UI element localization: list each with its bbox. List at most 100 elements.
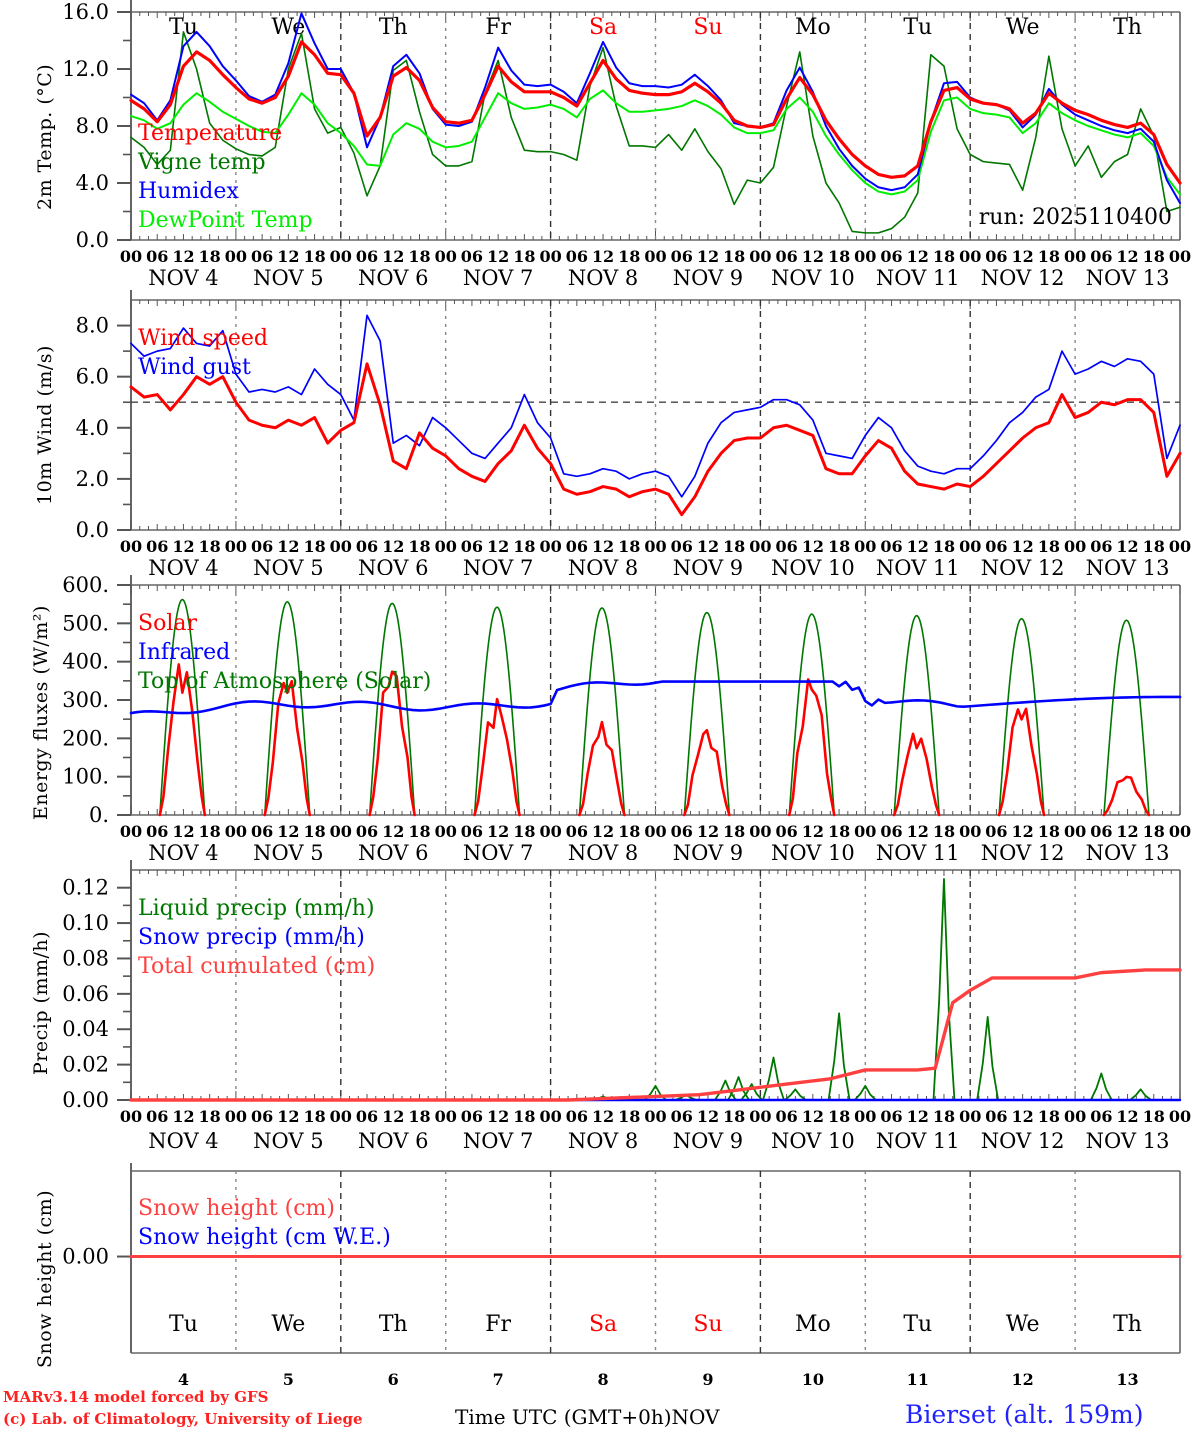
svg-text:18: 18 xyxy=(408,822,430,841)
svg-text:Top of Atmosphere (Solar): Top of Atmosphere (Solar) xyxy=(138,669,431,694)
svg-text:18: 18 xyxy=(199,822,221,841)
svg-text:00: 00 xyxy=(539,247,561,266)
svg-text:Sa: Sa xyxy=(589,1312,617,1337)
svg-text:00: 00 xyxy=(959,822,981,841)
svg-text:00: 00 xyxy=(120,537,142,556)
svg-text:06: 06 xyxy=(671,1107,693,1126)
svg-text:18: 18 xyxy=(828,822,850,841)
svg-text:Snow height (cm): Snow height (cm) xyxy=(138,1196,335,1221)
svg-text:18: 18 xyxy=(513,1107,535,1126)
svg-text:00: 00 xyxy=(1169,537,1191,556)
svg-text:06: 06 xyxy=(461,1107,483,1126)
svg-text:NOV 10: NOV 10 xyxy=(771,266,855,290)
svg-text:12: 12 xyxy=(277,822,299,841)
svg-text:12: 12 xyxy=(907,1107,929,1126)
svg-text:00: 00 xyxy=(330,822,352,841)
svg-text:12: 12 xyxy=(172,537,194,556)
svg-text:18: 18 xyxy=(828,1107,850,1126)
svg-text:NOV 8: NOV 8 xyxy=(568,1129,638,1153)
precip-plot: 0.00 0.02 0.04 0.06 0.08 0.10 0.12 Liquid preci… xyxy=(62,860,1191,1153)
svg-text:10: 10 xyxy=(802,1370,824,1389)
svg-text:00: 00 xyxy=(1169,247,1191,266)
svg-text:06: 06 xyxy=(146,537,168,556)
svg-text:06: 06 xyxy=(775,537,797,556)
svg-text:06: 06 xyxy=(251,1107,273,1126)
svg-text:18: 18 xyxy=(199,1107,221,1126)
svg-text:06: 06 xyxy=(356,247,378,266)
svg-text:0.0: 0.0 xyxy=(76,518,109,542)
precip-ylabel: Precip (mm/h) xyxy=(30,930,52,1075)
svg-text:0.10: 0.10 xyxy=(62,911,109,935)
svg-text:00: 00 xyxy=(1169,822,1191,841)
svg-text:00: 00 xyxy=(435,247,457,266)
svg-text:18: 18 xyxy=(1038,247,1060,266)
svg-text:00: 00 xyxy=(854,537,876,556)
svg-text:18: 18 xyxy=(933,537,955,556)
svg-text:9: 9 xyxy=(702,1370,713,1389)
svg-text:18: 18 xyxy=(1143,822,1165,841)
svg-text:18: 18 xyxy=(828,537,850,556)
svg-text:12: 12 xyxy=(802,1107,824,1126)
svg-text:00: 00 xyxy=(435,537,457,556)
svg-text:00: 00 xyxy=(225,247,247,266)
svg-text:18: 18 xyxy=(408,247,430,266)
svg-text:12: 12 xyxy=(697,1107,719,1126)
xaxis-title-text: Time UTC (GMT+0h) xyxy=(455,1405,672,1429)
svg-text:00: 00 xyxy=(330,537,352,556)
svg-text:18: 18 xyxy=(618,537,640,556)
svg-text:06: 06 xyxy=(985,537,1007,556)
svg-text:NOV 5: NOV 5 xyxy=(253,556,323,575)
svg-text:12: 12 xyxy=(1116,247,1138,266)
svg-text:12: 12 xyxy=(487,247,509,266)
svg-text:00: 00 xyxy=(1064,822,1086,841)
svg-text:06: 06 xyxy=(880,247,902,266)
svg-text:NOV 5: NOV 5 xyxy=(253,266,323,290)
svg-text:00: 00 xyxy=(644,537,666,556)
energy-plot: 0. 100. 200. 300. 400. 500. 600. Solar Infrared T… xyxy=(62,575,1191,860)
svg-text:06: 06 xyxy=(775,822,797,841)
svg-text:NOV 13: NOV 13 xyxy=(1086,841,1170,860)
svg-text:0.00: 0.00 xyxy=(62,1088,109,1112)
svg-text:18: 18 xyxy=(723,822,745,841)
svg-text:00: 00 xyxy=(1064,537,1086,556)
svg-text:12: 12 xyxy=(1116,822,1138,841)
svg-text:12: 12 xyxy=(277,1107,299,1126)
station-label: Bierset (alt. 159m) xyxy=(905,1400,1144,1429)
svg-text:06: 06 xyxy=(671,822,693,841)
footer-model-line: MARv3.14 model forced by GFS xyxy=(3,1388,269,1406)
svg-text:18: 18 xyxy=(408,537,430,556)
svg-text:0.04: 0.04 xyxy=(62,1017,109,1041)
svg-text:Tu: Tu xyxy=(169,1312,198,1337)
svg-text:00: 00 xyxy=(959,1107,981,1126)
svg-text:12: 12 xyxy=(382,1107,404,1126)
svg-text:12: 12 xyxy=(382,537,404,556)
svg-text:12: 12 xyxy=(1012,247,1034,266)
svg-text:06: 06 xyxy=(985,1107,1007,1126)
svg-text:12: 12 xyxy=(697,537,719,556)
svg-text:NOV 6: NOV 6 xyxy=(358,556,428,575)
svg-text:12: 12 xyxy=(907,537,929,556)
svg-text:00: 00 xyxy=(959,247,981,266)
svg-text:13: 13 xyxy=(1116,1370,1138,1389)
svg-text:00: 00 xyxy=(435,822,457,841)
svg-text:Wind gust: Wind gust xyxy=(138,355,251,380)
svg-text:We: We xyxy=(271,1312,305,1337)
svg-text:12: 12 xyxy=(1012,1370,1034,1389)
svg-text:NOV 11: NOV 11 xyxy=(876,266,960,290)
svg-text:00: 00 xyxy=(539,1107,561,1126)
bottom-daynum-axis: 4 5 6 7 8 9 10 11 12 13 xyxy=(178,1370,1139,1389)
svg-text:NOV 10: NOV 10 xyxy=(771,841,855,860)
svg-text:00: 00 xyxy=(330,1107,352,1126)
svg-text:18: 18 xyxy=(933,822,955,841)
svg-text:NOV 12: NOV 12 xyxy=(981,266,1065,290)
snow-plot: 0.00 Snow height (cm) Snow height (cm W.E.… xyxy=(62,1163,1182,1354)
svg-text:6.0: 6.0 xyxy=(76,365,109,389)
svg-text:06: 06 xyxy=(880,822,902,841)
svg-text:18: 18 xyxy=(618,822,640,841)
svg-text:4: 4 xyxy=(178,1370,189,1389)
svg-text:8.0: 8.0 xyxy=(76,114,109,138)
svg-text:We: We xyxy=(1006,15,1040,40)
footer-copyright-line: (c) Lab. of Climatology, University of L… xyxy=(3,1410,363,1428)
svg-text:Mo: Mo xyxy=(795,15,831,40)
